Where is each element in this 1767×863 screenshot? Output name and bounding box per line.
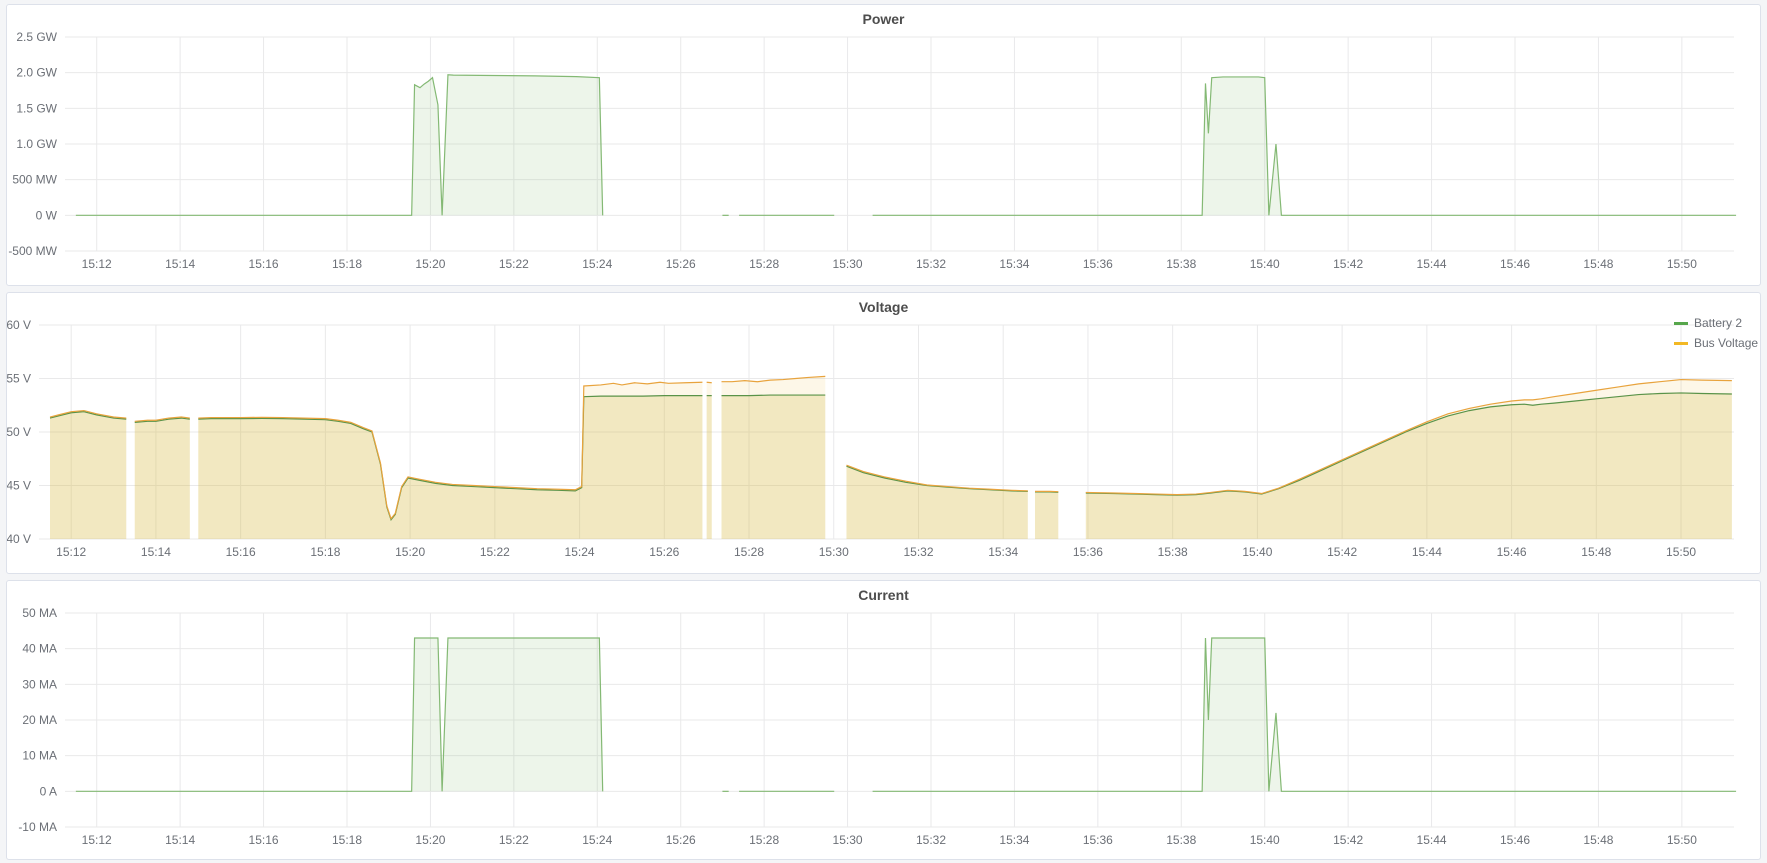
svg-text:15:34: 15:34 [999, 833, 1029, 847]
svg-text:15:46: 15:46 [1497, 545, 1527, 559]
svg-text:50 V: 50 V [7, 425, 31, 439]
svg-text:15:28: 15:28 [749, 833, 779, 847]
svg-text:40 V: 40 V [7, 532, 31, 546]
svg-text:15:42: 15:42 [1333, 833, 1363, 847]
svg-text:15:46: 15:46 [1500, 257, 1530, 271]
svg-text:15:14: 15:14 [141, 545, 171, 559]
svg-text:15:40: 15:40 [1250, 257, 1280, 271]
svg-text:15:22: 15:22 [480, 545, 510, 559]
svg-text:15:20: 15:20 [395, 545, 425, 559]
svg-text:15:38: 15:38 [1166, 833, 1196, 847]
svg-text:15:32: 15:32 [916, 833, 946, 847]
svg-text:15:38: 15:38 [1166, 257, 1196, 271]
svg-text:15:24: 15:24 [565, 545, 595, 559]
svg-text:-500 MW: -500 MW [8, 244, 57, 258]
svg-text:10 MA: 10 MA [22, 749, 57, 763]
svg-text:15:30: 15:30 [833, 257, 863, 271]
svg-text:15:42: 15:42 [1327, 545, 1357, 559]
svg-text:15:44: 15:44 [1417, 833, 1447, 847]
svg-text:15:32: 15:32 [916, 257, 946, 271]
svg-text:15:18: 15:18 [310, 545, 340, 559]
svg-text:1.5 GW: 1.5 GW [16, 101, 57, 115]
svg-text:1.0 GW: 1.0 GW [16, 137, 57, 151]
svg-text:15:14: 15:14 [165, 833, 195, 847]
svg-text:2.5 GW: 2.5 GW [16, 30, 57, 44]
svg-text:15:30: 15:30 [819, 545, 849, 559]
svg-text:500 MW: 500 MW [12, 173, 57, 187]
svg-text:15:44: 15:44 [1417, 257, 1447, 271]
svg-text:15:12: 15:12 [56, 545, 86, 559]
svg-text:15:36: 15:36 [1083, 257, 1113, 271]
svg-text:20 MA: 20 MA [22, 713, 57, 727]
svg-text:15:16: 15:16 [249, 257, 279, 271]
svg-text:15:40: 15:40 [1242, 545, 1272, 559]
svg-text:30 MA: 30 MA [22, 677, 57, 691]
svg-text:2.0 GW: 2.0 GW [16, 66, 57, 80]
svg-text:0 A: 0 A [40, 784, 57, 798]
svg-text:45 V: 45 V [7, 479, 31, 493]
svg-text:15:50: 15:50 [1667, 833, 1697, 847]
svg-text:-10 MA: -10 MA [18, 820, 57, 834]
svg-text:40 MA: 40 MA [22, 642, 57, 656]
svg-text:15:22: 15:22 [499, 257, 529, 271]
svg-text:15:24: 15:24 [582, 833, 612, 847]
svg-text:15:26: 15:26 [666, 257, 696, 271]
svg-text:15:48: 15:48 [1583, 257, 1613, 271]
svg-text:15:34: 15:34 [988, 545, 1018, 559]
svg-text:15:18: 15:18 [332, 833, 362, 847]
svg-text:15:46: 15:46 [1500, 833, 1530, 847]
svg-text:15:30: 15:30 [833, 833, 863, 847]
svg-text:15:48: 15:48 [1583, 833, 1613, 847]
svg-text:60 V: 60 V [7, 318, 31, 332]
svg-text:15:26: 15:26 [649, 545, 679, 559]
svg-text:15:24: 15:24 [582, 257, 612, 271]
svg-text:15:12: 15:12 [82, 833, 112, 847]
svg-text:15:26: 15:26 [666, 833, 696, 847]
svg-text:15:40: 15:40 [1250, 833, 1280, 847]
svg-text:15:38: 15:38 [1158, 545, 1188, 559]
svg-text:15:50: 15:50 [1666, 545, 1696, 559]
svg-text:15:44: 15:44 [1412, 545, 1442, 559]
svg-text:15:42: 15:42 [1333, 257, 1363, 271]
svg-text:15:28: 15:28 [734, 545, 764, 559]
svg-text:15:48: 15:48 [1581, 545, 1611, 559]
svg-text:15:20: 15:20 [415, 833, 445, 847]
svg-text:15:34: 15:34 [999, 257, 1029, 271]
svg-text:15:16: 15:16 [249, 833, 279, 847]
svg-text:15:14: 15:14 [165, 257, 195, 271]
svg-text:15:50: 15:50 [1667, 257, 1697, 271]
svg-text:55 V: 55 V [7, 372, 31, 386]
svg-text:15:36: 15:36 [1073, 545, 1103, 559]
svg-text:50 MA: 50 MA [22, 606, 57, 620]
svg-text:15:20: 15:20 [415, 257, 445, 271]
svg-text:15:36: 15:36 [1083, 833, 1113, 847]
svg-text:15:12: 15:12 [82, 257, 112, 271]
svg-text:15:22: 15:22 [499, 833, 529, 847]
svg-text:15:16: 15:16 [226, 545, 256, 559]
svg-text:15:18: 15:18 [332, 257, 362, 271]
svg-text:15:28: 15:28 [749, 257, 779, 271]
svg-text:0 W: 0 W [36, 208, 58, 222]
svg-text:15:32: 15:32 [903, 545, 933, 559]
